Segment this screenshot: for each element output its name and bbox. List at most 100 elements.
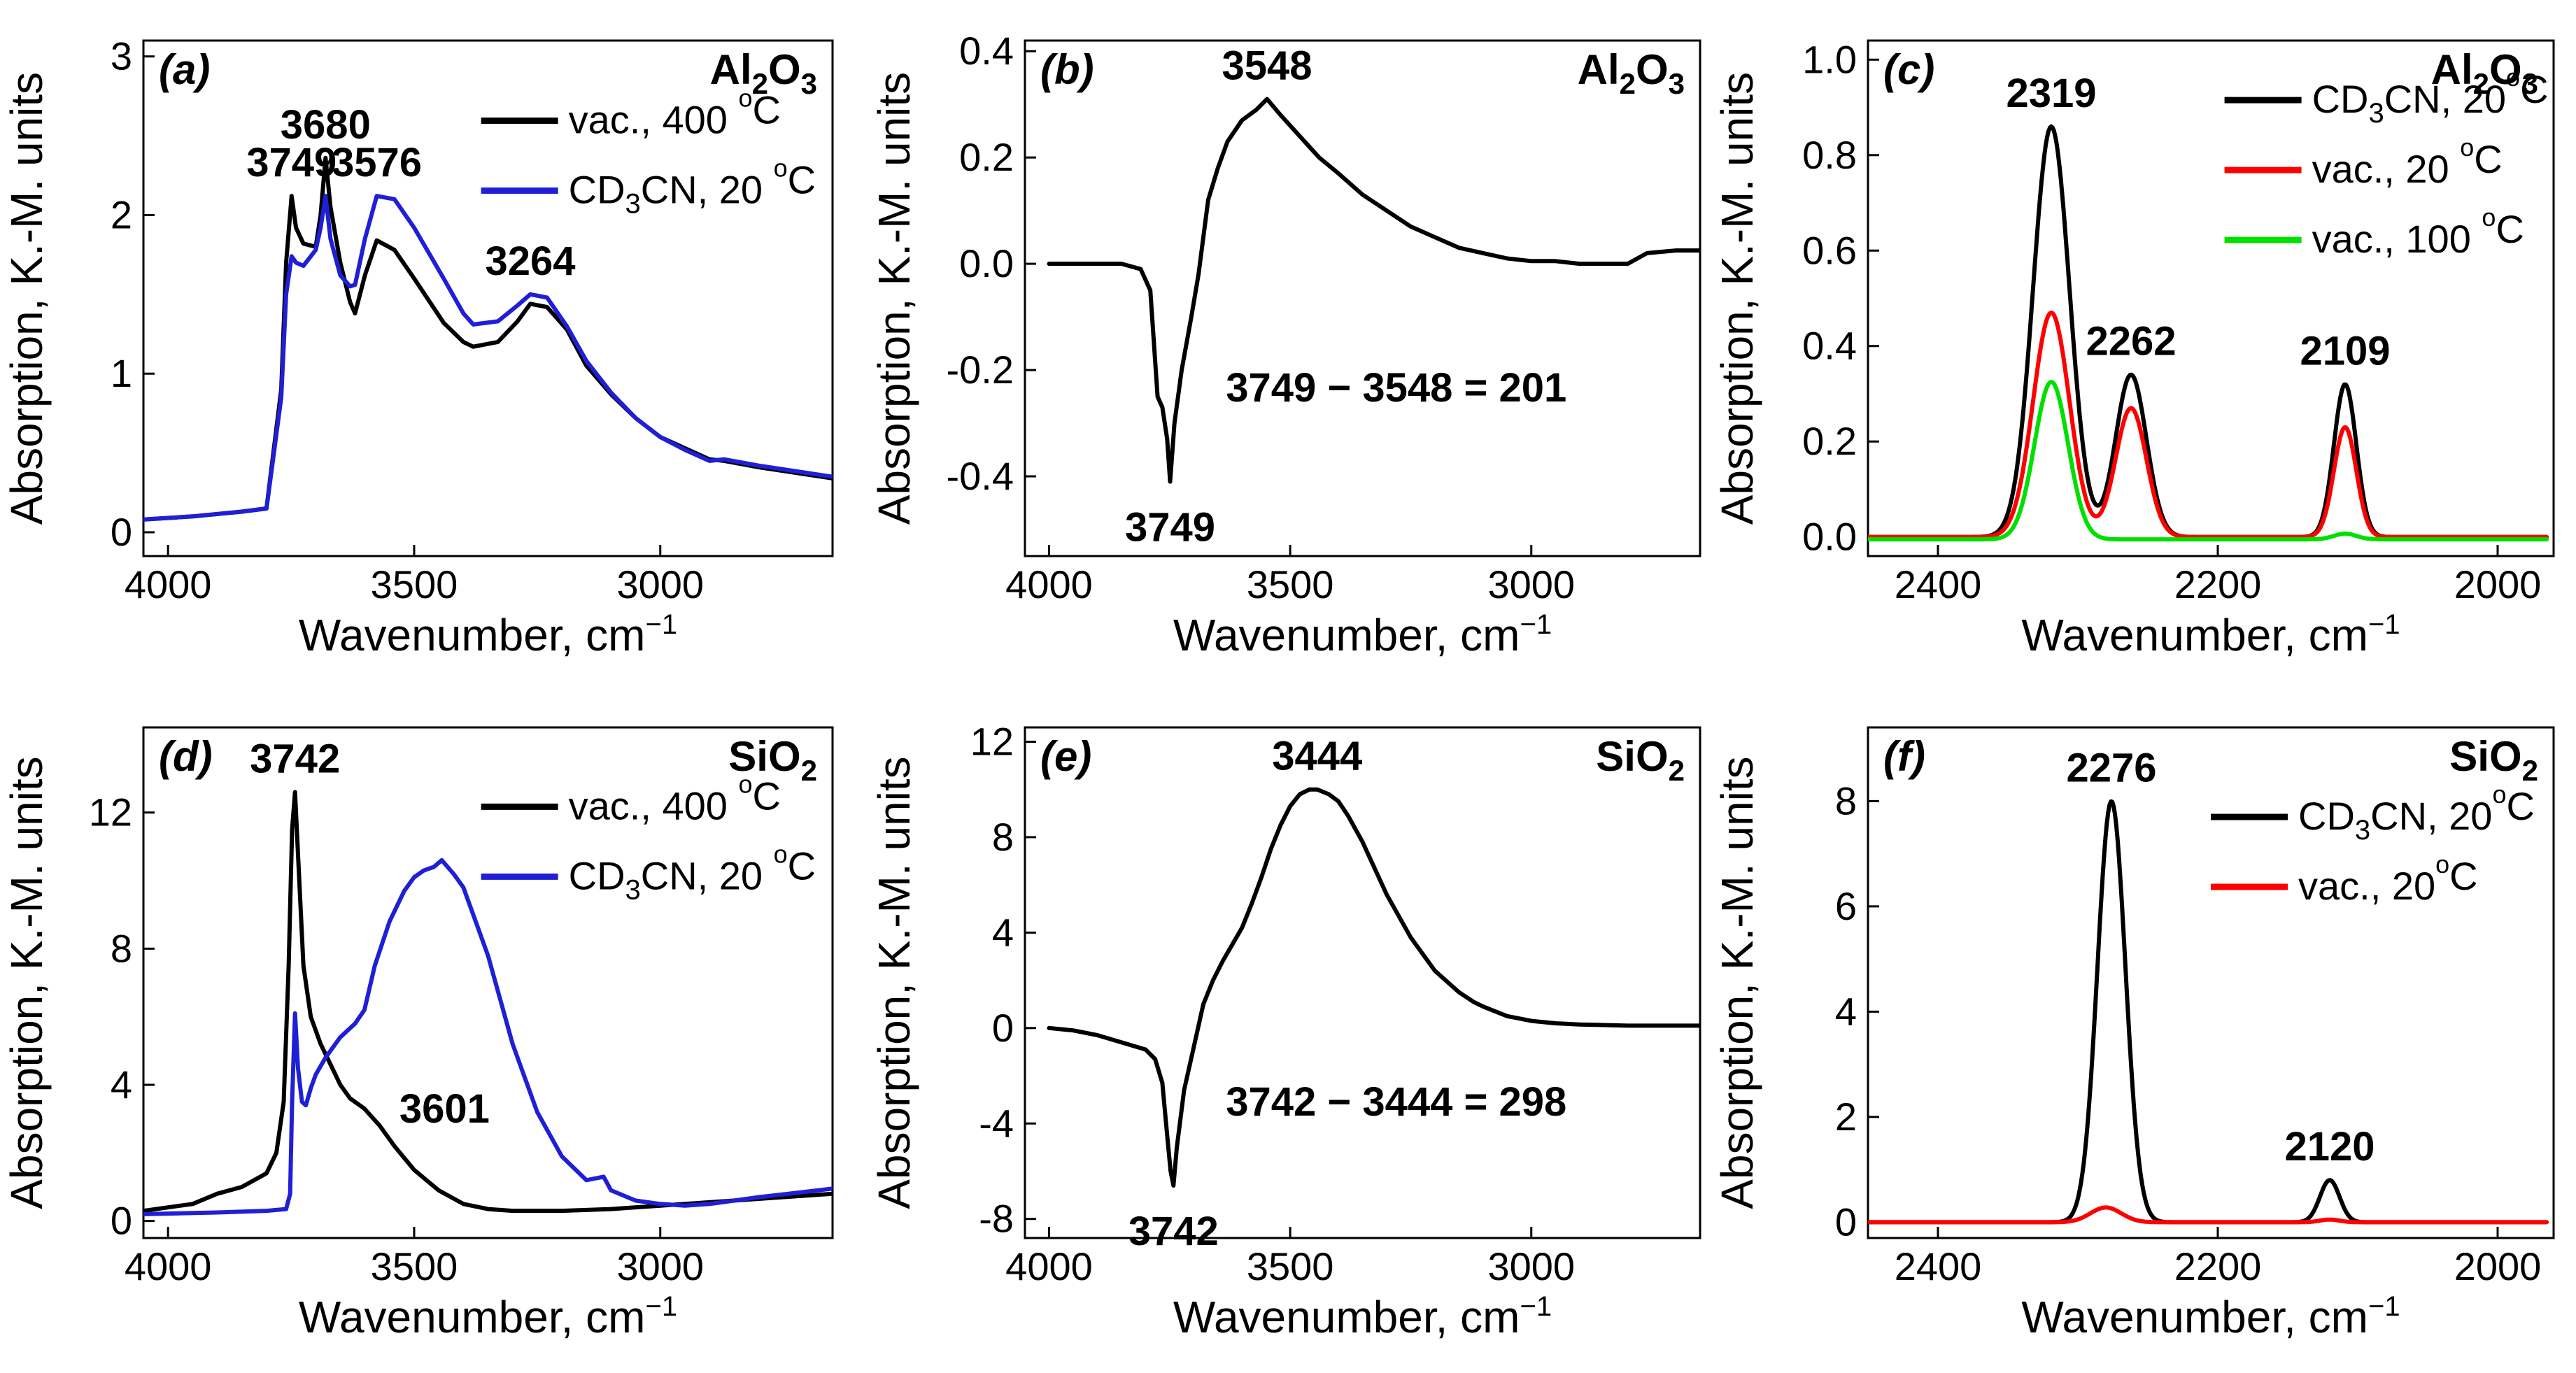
peak-label: 3742 (250, 736, 340, 781)
y-tick-label: 0 (111, 510, 132, 554)
panel-label: (c) (1883, 46, 1934, 93)
x-tick-label: 3000 (1487, 562, 1575, 606)
peak-label: 3749 (1125, 505, 1215, 550)
legend-text: CD (2298, 794, 2355, 838)
series-line-a-1 (143, 194, 833, 522)
peak-label: 3264 (485, 239, 575, 284)
x-tick-label: 4000 (125, 562, 212, 606)
legend-text: vac., 20 (2298, 864, 2435, 908)
x-tick-label: 2200 (2174, 562, 2262, 606)
series-line-f-1 (1868, 1205, 2549, 1225)
series-line-a-0 (143, 155, 833, 522)
y-tick-label: 0 (111, 1199, 132, 1243)
y-tick-label: -0.2 (947, 348, 1014, 392)
peak-label: 3680 (281, 102, 371, 148)
panel-label: (a) (159, 46, 210, 93)
peak-label: 3576 (332, 140, 422, 185)
series-group (1868, 124, 2549, 542)
x-tick-label: 2000 (2454, 562, 2542, 606)
legend-subscript: 3 (2368, 98, 2384, 129)
material-subscript: 2 (2473, 67, 2489, 100)
series-line-c-2 (1868, 379, 2549, 542)
peak-label: 3548 (1222, 43, 1312, 89)
material-label: SiO2 (1596, 733, 1685, 787)
peak-label: 3601 (399, 1086, 490, 1132)
legend-text: vac., 20 (2312, 147, 2461, 191)
plot-frame-c (1867, 39, 2555, 557)
y-tick-label: 0.0 (959, 241, 1014, 285)
series-group (1868, 799, 2549, 1225)
legend-entry: vac., 20 oC (2312, 133, 2503, 191)
material-base: Al (1578, 46, 1620, 93)
legend-superscript: o (738, 84, 752, 113)
material-subscript: 3 (1669, 67, 1685, 100)
peak-label: 2109 (2300, 328, 2390, 374)
legend-entry: vac., 400 oC (569, 84, 781, 142)
x-tick-label: 3500 (1247, 1244, 1334, 1288)
series-line-d-0 (143, 790, 833, 1214)
legend-text: CD (569, 168, 625, 212)
legend-text: C (752, 88, 780, 132)
peak-label: 2276 (2066, 745, 2156, 790)
x-axis-label-exponent: −1 (2368, 609, 2400, 640)
legend-superscript: o (774, 154, 788, 183)
y-tick-label: 0.2 (1802, 419, 1857, 463)
legend-text: CN, 20 (641, 853, 774, 897)
legend-text: C (2496, 207, 2524, 251)
material-subscript: 2 (2522, 754, 2538, 787)
x-axis-label-text: Wavenumber, cm (2021, 1292, 2368, 1342)
x-axis-label-exponent: −1 (645, 1291, 677, 1322)
x-tick-label: 3000 (616, 562, 704, 606)
material-label: SiO2 (2449, 733, 2538, 787)
x-axis-label: Wavenumber, cm−1 (2021, 609, 2400, 660)
legend-text: vac., 400 (569, 783, 739, 827)
series-line-e-0 (1047, 787, 1700, 1188)
x-tick-label: 4000 (1005, 562, 1093, 606)
x-tick-label: 4000 (1005, 1244, 1093, 1288)
panel-e: 4000 3500 3000 -8 -4 0 4 8 12 Wavenumber, cm−1 Abs… (869, 719, 1701, 1342)
legend-superscript: o (2460, 133, 2474, 162)
y-tick-label: 4 (111, 1062, 132, 1107)
equation-label: 3749 − 3548 = 201 (1226, 365, 1566, 411)
material-label: Al2O3 (1578, 46, 1685, 100)
legend-text: CN, 20 (2384, 77, 2506, 121)
legend-text: CD (2312, 77, 2369, 121)
legend-text: CN, 20 (2370, 794, 2492, 838)
x-axis-label-text: Wavenumber, cm (1173, 1292, 1520, 1342)
material-subscript: 2 (1669, 754, 1685, 787)
panel-label: (b) (1040, 46, 1094, 93)
x-axis-label: Wavenumber, cm−1 (1173, 1291, 1552, 1342)
y-tick-label: 1.0 (1802, 37, 1857, 81)
x-axis-label-exponent: −1 (1520, 609, 1552, 640)
y-axis-label: Absorption, K.-M. units (1, 756, 52, 1209)
peak-label: 2262 (2086, 319, 2176, 364)
plot-frame-b (1024, 39, 1701, 557)
material-mid: O (2489, 46, 2522, 93)
y-axis-label: Absorption, K.-M. units (1, 72, 52, 525)
series-line-c-1 (1868, 311, 2549, 539)
panel-label: (f) (1883, 733, 1925, 780)
y-tick-label: 4 (1835, 989, 1857, 1033)
material-label: Al2O3 (710, 46, 817, 100)
material-label: Al2O3 (2431, 46, 2538, 100)
equation-label: 3742 − 3444 = 298 (1226, 1079, 1566, 1125)
material-subscript: 2 (1620, 67, 1636, 100)
peak-label: 3444 (1272, 734, 1362, 779)
y-tick-label: -8 (979, 1197, 1014, 1241)
legend-entry: vac., 20oC (2298, 850, 2478, 908)
panel-d: 4000 3500 3000 0 4 8 12 Wavenumber, cm−1 Absorpt… (1, 726, 834, 1342)
legend-entry: vac., 100 oC (2312, 203, 2524, 261)
legend-text: C (2449, 854, 2477, 898)
material-subscript: 2 (801, 754, 817, 787)
material-base: SiO (1596, 733, 1668, 780)
peak-label: 2319 (2006, 71, 2096, 116)
y-tick-label: -0.4 (947, 454, 1014, 498)
x-tick-label: 3500 (371, 1244, 458, 1288)
legend-superscript: o (774, 839, 788, 868)
legend-superscript: o (2435, 850, 2449, 878)
material-subscript: 3 (2522, 67, 2538, 100)
series-group (1047, 787, 1700, 1188)
legend-entry: vac., 400 oC (569, 769, 781, 827)
y-tick-label: 12 (970, 719, 1014, 763)
material-mid: O (768, 46, 801, 93)
